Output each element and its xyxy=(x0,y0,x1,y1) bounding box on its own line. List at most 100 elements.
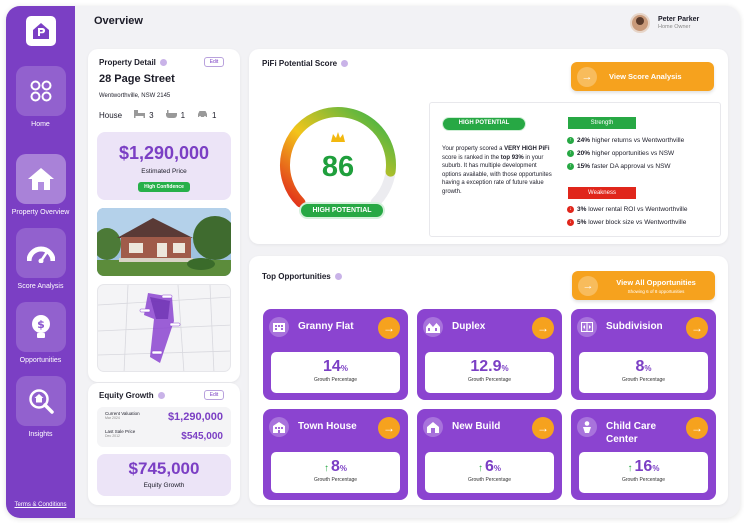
description-text: in your suburb. It has multiple developm… xyxy=(442,154,552,195)
growth-unit: % xyxy=(340,364,348,373)
weakness-pct: 5% xyxy=(577,219,587,227)
weakness-pct: 3% xyxy=(577,206,587,214)
current-valuation-date: Mar 2024 xyxy=(105,416,120,420)
opportunity-subdivision[interactable]: Subdivision → 8% Growth Percentage xyxy=(571,309,716,400)
strength-list: ↑ 24% higher returns vs Wentworthville ↑ 2… xyxy=(567,131,684,171)
view-all-opportunities-button[interactable]: → View All Opportunities Showing 6 of 8 … xyxy=(572,271,715,300)
growth-box: ↑ 16% Growth Percentage xyxy=(579,452,708,493)
growth-label: Growth Percentage xyxy=(467,477,512,483)
user-profile[interactable]: Peter Parker Home Owner xyxy=(630,13,699,33)
sidebar-item-label: Score Analysis xyxy=(17,283,64,290)
strength-pct: 15% xyxy=(577,163,591,171)
opportunity-name: Duplex xyxy=(452,321,486,332)
top-opportunities-title: Top Opportunities xyxy=(262,272,342,281)
growth-value: 8 xyxy=(330,458,340,475)
growth-value: 8 xyxy=(635,358,645,375)
info-icon[interactable] xyxy=(341,60,349,68)
view-score-analysis-button[interactable]: → View Score Analysis xyxy=(571,62,714,91)
growth-label: Growth Percentage xyxy=(313,477,358,483)
car-icon xyxy=(197,110,208,120)
sidebar-item-insights[interactable]: Insights xyxy=(6,376,75,438)
property-type: House xyxy=(99,110,123,120)
bed-icon xyxy=(134,110,146,120)
user-role: Home Owner xyxy=(658,24,691,30)
equity-growth-title-text: Equity Growth xyxy=(99,391,154,400)
current-valuation-label: Current Valuation xyxy=(105,411,140,416)
gauge-icon xyxy=(15,228,66,278)
current-valuation-value: $1,290,000 xyxy=(167,411,223,423)
growth-box: ↑ 8% Growth Percentage xyxy=(271,452,400,493)
pifi-score-card: PiFi Potential Score → View Score Analys… xyxy=(249,49,728,244)
duplex-icon xyxy=(423,317,443,337)
new-build-icon xyxy=(423,417,443,437)
sidebar-item-opportunities[interactable]: $ Opportunities xyxy=(6,302,75,364)
arrow-right-icon[interactable]: → xyxy=(686,417,708,439)
lightbulb-dollar-icon: $ xyxy=(15,302,66,352)
sidebar-item-score-analysis[interactable]: Score Analysis xyxy=(6,228,75,290)
app-frame: Home Property Overview Score Analysis $ … xyxy=(6,6,740,518)
score-value: 86 xyxy=(322,151,354,183)
score-summary-panel: HIGH POTENTIAL Your property scored a VE… xyxy=(429,102,721,237)
arrow-down-icon: ↓ xyxy=(567,219,574,227)
house-icon xyxy=(15,154,66,204)
growth-value: 12.9 xyxy=(470,358,502,375)
terms-link[interactable]: Terms & Conditions xyxy=(14,502,67,508)
estimated-price: $1,290,000 xyxy=(118,143,210,163)
top-opportunities-card: Top Opportunities → View All Opportuniti… xyxy=(249,256,728,505)
info-icon[interactable] xyxy=(159,59,167,67)
arrow-right-icon: → xyxy=(577,66,597,87)
opportunity-granny-flat[interactable]: Granny Flat → 14% Growth Percentage xyxy=(263,309,408,400)
arrow-right-icon[interactable]: → xyxy=(532,417,554,439)
sidebar-item-property-overview[interactable]: Property Overview xyxy=(6,154,75,216)
opportunity-new-build[interactable]: New Build → ↑ 6% Growth Percentage xyxy=(417,409,562,500)
growth-value: 14 xyxy=(323,358,341,375)
avatar xyxy=(630,13,650,33)
estimated-price-block: $1,290,000 Estimated Price High Confiden… xyxy=(97,132,231,200)
property-photo xyxy=(97,208,231,276)
view-score-analysis-label: View Score Analysis xyxy=(609,72,682,81)
growth-label: Growth Percentage xyxy=(313,377,358,383)
last-sale-date: Dec 2012 xyxy=(105,434,120,438)
growth-label: Growth Percentage xyxy=(467,377,512,383)
property-map[interactable] xyxy=(97,284,231,372)
sidebar-item-label: Property Overview xyxy=(11,209,70,216)
opportunity-name: Town House xyxy=(298,421,357,432)
pifi-score-title: PiFi Potential Score xyxy=(262,59,349,68)
description-text: Your property scored a xyxy=(442,146,505,152)
showing-count: Showing 6 of 8 opportunities xyxy=(627,288,685,294)
growth-box: ↑ 6% Growth Percentage xyxy=(425,452,554,493)
growth-box: 8% Growth Percentage xyxy=(579,352,708,393)
arrow-right-icon[interactable]: → xyxy=(378,317,400,339)
valuation-block: Current Valuation Mar 2024 $1,290,000 La… xyxy=(97,407,231,447)
growth-unit: % xyxy=(644,364,652,373)
property-edit-button[interactable]: Edit xyxy=(204,57,224,67)
sidebar-item-home[interactable]: Home xyxy=(6,66,75,128)
strength-text: higher returns vs Wentworthville xyxy=(590,137,685,145)
arrow-down-icon: ↓ xyxy=(567,206,574,213)
sidebar-item-label: Insights xyxy=(28,431,53,438)
growth-unit: % xyxy=(339,464,348,473)
app-logo[interactable] xyxy=(26,16,56,46)
arrow-up-icon: ↑ xyxy=(567,163,574,171)
sidebar: Home Property Overview Score Analysis $ … xyxy=(6,6,75,518)
info-icon[interactable] xyxy=(334,273,342,281)
strength-item: ↑ 15% faster DA approval vs NSW xyxy=(567,163,684,171)
strength-item: ↑ 24% higher returns vs Wentworthville xyxy=(567,137,684,144)
arrow-right-icon[interactable]: → xyxy=(378,417,400,439)
arrow-right-icon: → xyxy=(578,275,598,296)
opportunity-town-house[interactable]: Town House → ↑ 8% Growth Percentage xyxy=(263,409,408,500)
equity-growth-value: $745,000 xyxy=(128,459,200,478)
opportunity-duplex[interactable]: Duplex → 12.9% Growth Percentage xyxy=(417,309,562,400)
equity-growth-block: $745,000 Equity Growth xyxy=(97,454,231,496)
last-sale-label: Last Sale Price xyxy=(105,429,136,434)
equity-edit-button[interactable]: Edit xyxy=(204,390,224,400)
summary-badge: HIGH POTENTIAL xyxy=(442,117,526,131)
strength-pct: 20% xyxy=(577,150,591,158)
opportunity-child-care-center[interactable]: Child Care Center → ↑ 16% Growth Percenta… xyxy=(571,409,716,500)
arrow-up-icon: ↑ xyxy=(567,137,574,144)
info-icon[interactable] xyxy=(157,392,165,400)
high-potential-badge: HIGH POTENTIAL xyxy=(299,202,385,219)
arrow-right-icon[interactable]: → xyxy=(686,317,708,339)
weakness-item: ↓ 3% lower rental ROI vs Wentworthville xyxy=(567,206,687,213)
arrow-right-icon[interactable]: → xyxy=(532,317,554,339)
